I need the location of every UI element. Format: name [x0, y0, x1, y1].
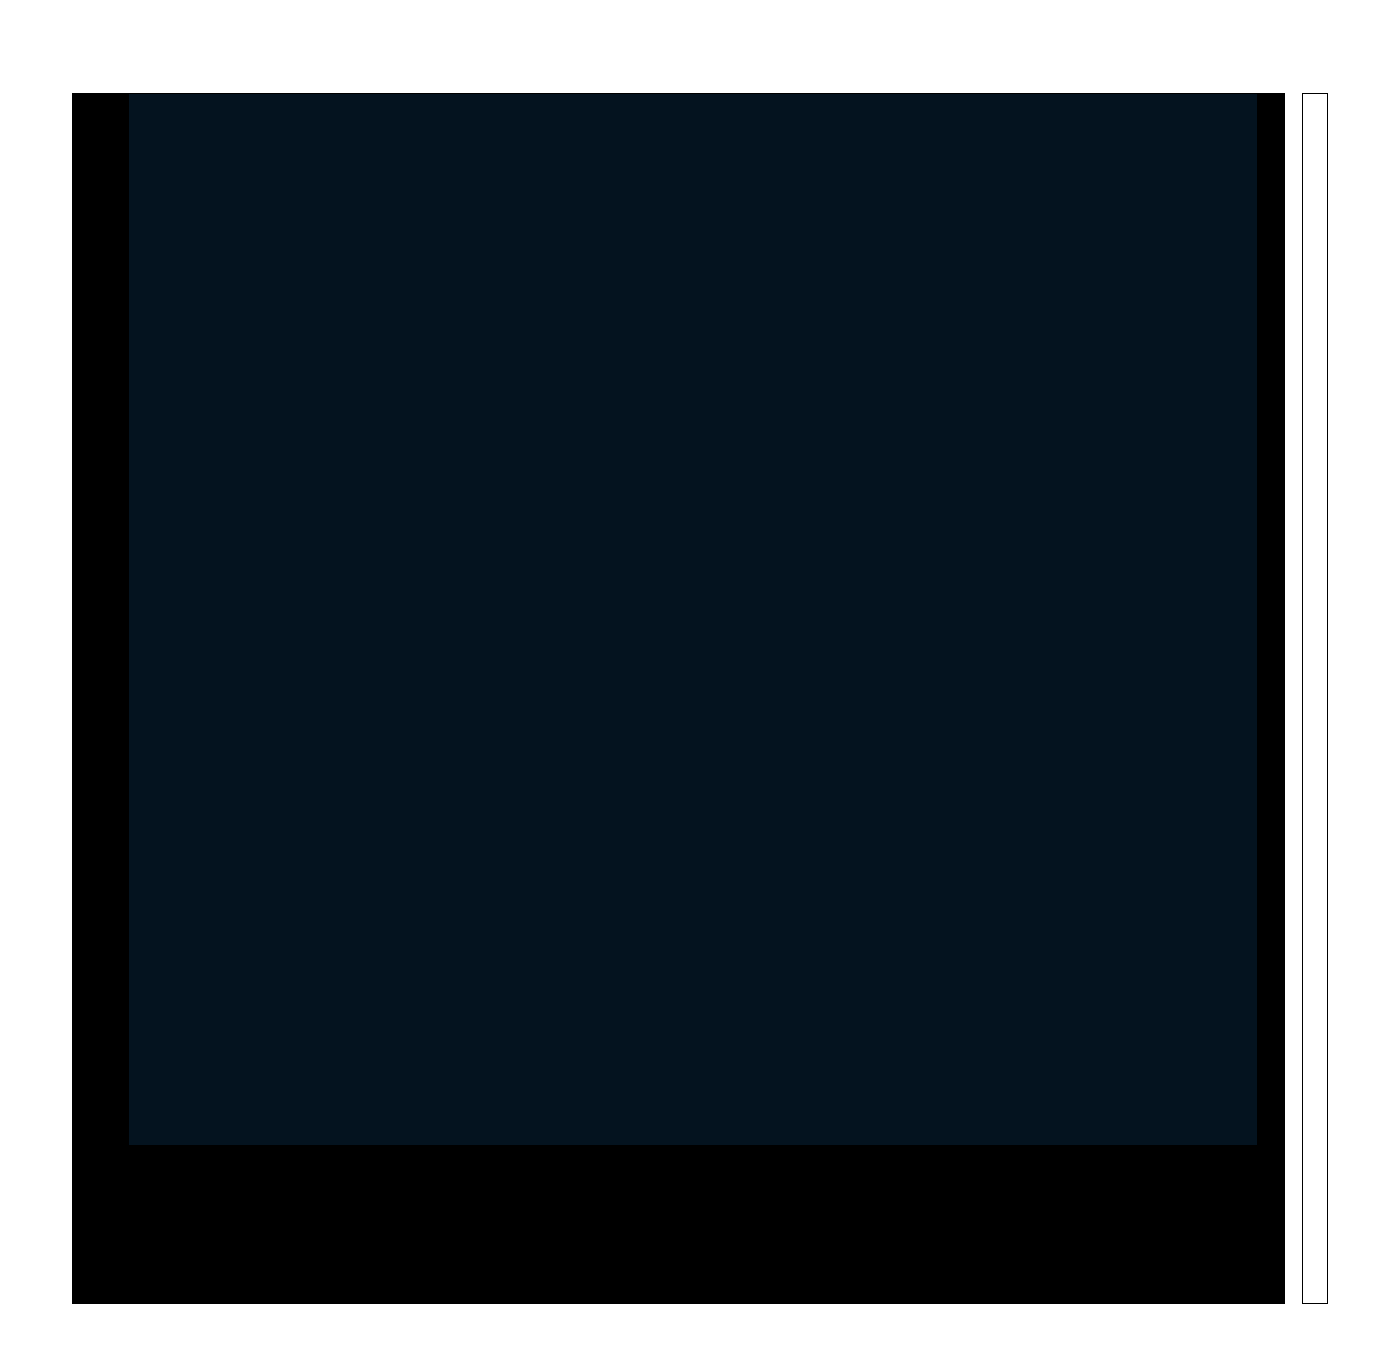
satellite-image	[129, 94, 1257, 1145]
colorbar-tick-layer	[1334, 93, 1390, 1304]
colorbar[interactable]	[1302, 93, 1328, 1304]
satellite-map[interactable]	[72, 93, 1285, 1304]
colorbar-gradient	[1303, 94, 1327, 1303]
ir-brightness-temperature-raster	[129, 94, 1257, 1145]
